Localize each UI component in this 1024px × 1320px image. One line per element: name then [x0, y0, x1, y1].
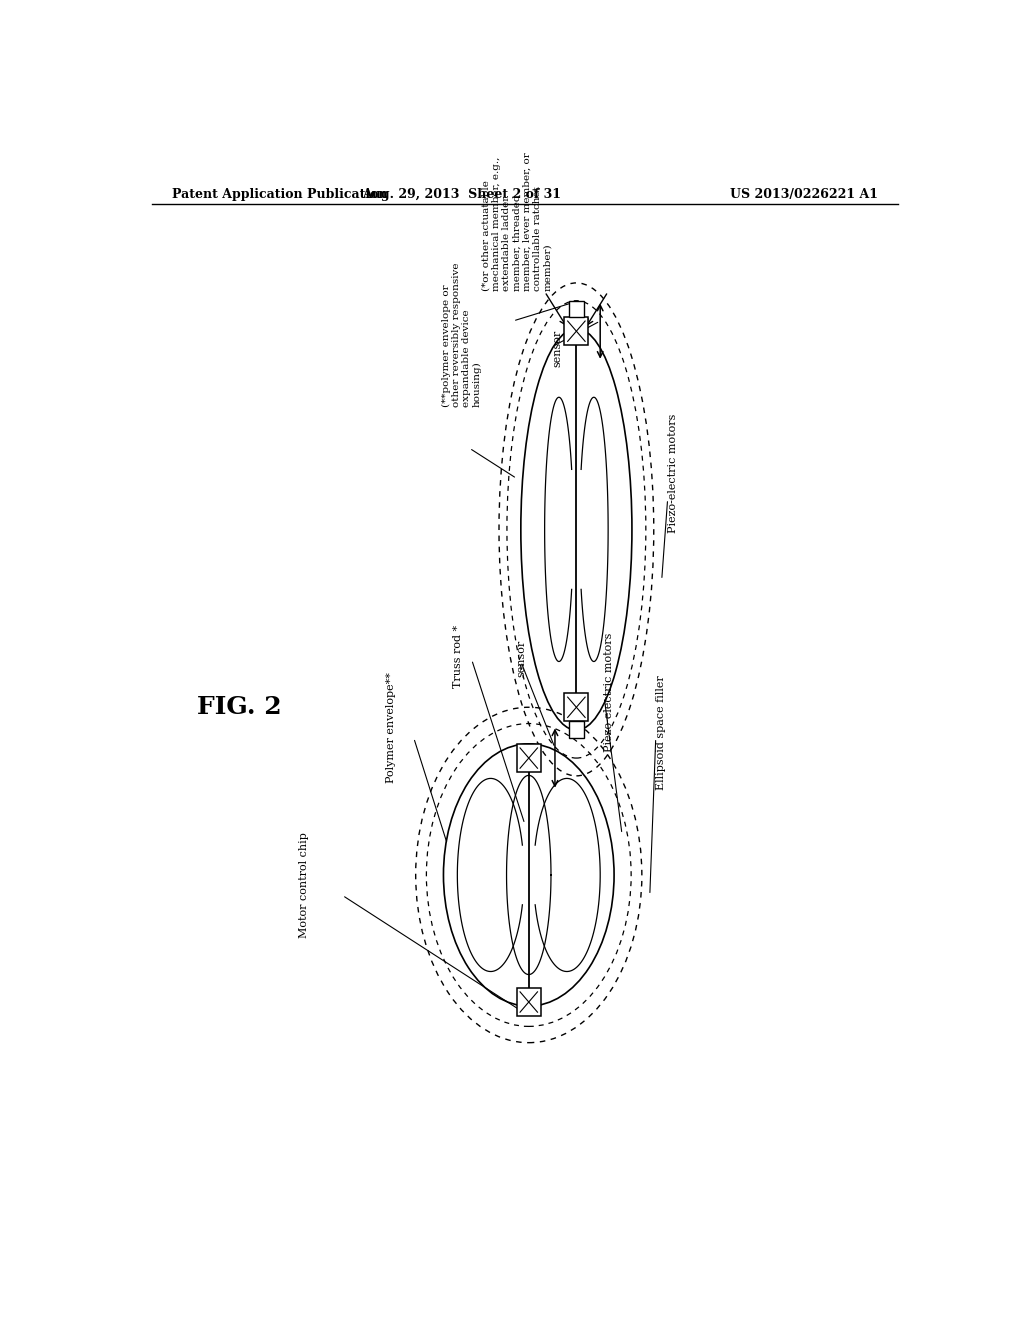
- Bar: [569, 722, 584, 738]
- Text: FIG. 2: FIG. 2: [197, 696, 282, 719]
- Text: Truss rod *: Truss rod *: [454, 624, 464, 688]
- Text: sensor: sensor: [517, 640, 527, 677]
- Text: Piezo-electric motors: Piezo-electric motors: [668, 413, 678, 533]
- Bar: [569, 301, 584, 317]
- Text: Ellipsoid space filler: Ellipsoid space filler: [655, 676, 666, 791]
- Text: Aug. 29, 2013  Sheet 2 of 31: Aug. 29, 2013 Sheet 2 of 31: [361, 189, 561, 202]
- Bar: [517, 987, 541, 1016]
- Bar: [564, 317, 588, 346]
- Bar: [517, 744, 541, 772]
- Bar: [564, 693, 588, 722]
- Text: Patent Application Publication: Patent Application Publication: [172, 189, 387, 202]
- Text: US 2013/0226221 A1: US 2013/0226221 A1: [730, 189, 878, 202]
- Text: sensor: sensor: [553, 330, 562, 367]
- Text: Polymer envelope**: Polymer envelope**: [386, 672, 396, 783]
- Text: Motor control chip: Motor control chip: [299, 832, 308, 939]
- Text: (**polymer envelope or
other reversibly responsive
expandable device
housing): (**polymer envelope or other reversibly …: [441, 263, 482, 408]
- Text: (*or other actuatable
mechanical member, e.g.,
extendable ladder
member, threade: (*or other actuatable mechanical member,…: [481, 152, 553, 290]
- Text: Piezo-electric motors: Piezo-electric motors: [604, 632, 614, 751]
